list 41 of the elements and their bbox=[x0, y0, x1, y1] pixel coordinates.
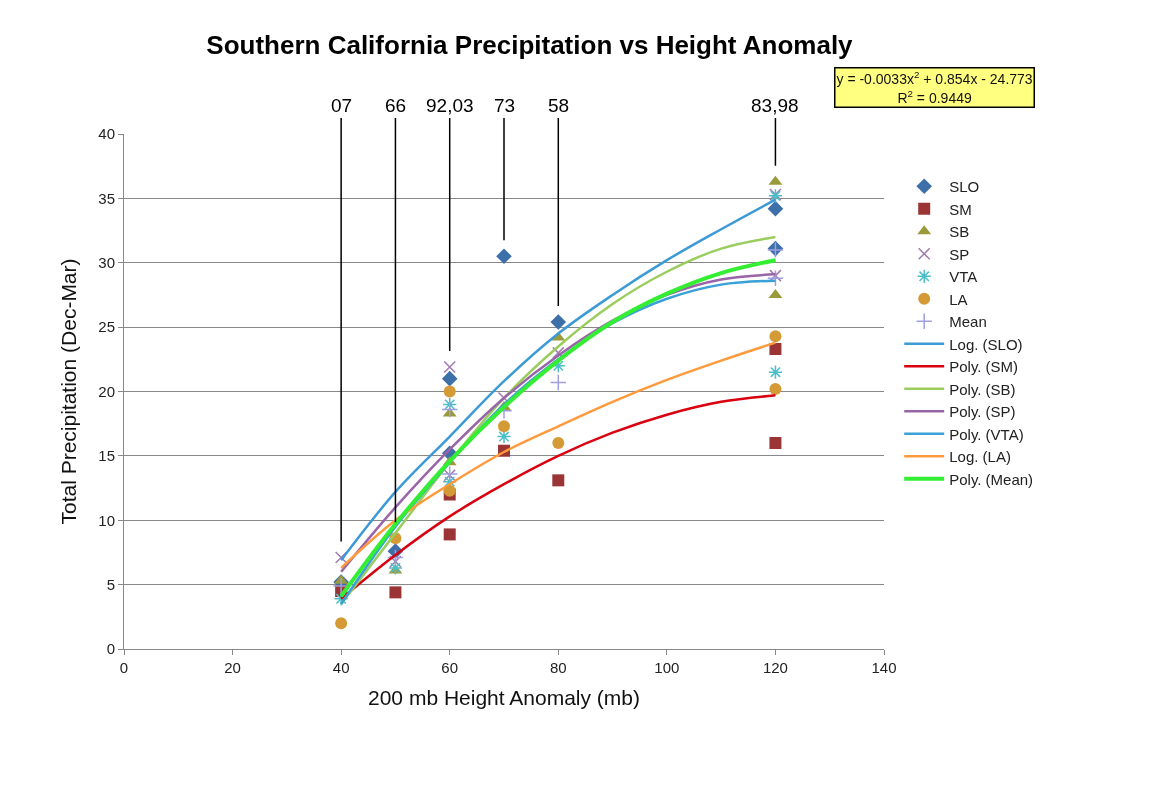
chart-title: Southern California Precipitation vs Height Anomaly bbox=[206, 29, 854, 60]
legend-label: Poly. (Mean) bbox=[949, 470, 1034, 488]
legend-label: VTA bbox=[949, 268, 978, 286]
y-tick-label: 10 bbox=[98, 511, 115, 529]
legend-label: Poly. (SP) bbox=[949, 403, 1016, 421]
legend-label: SM bbox=[949, 200, 972, 218]
text: y = -0.0033x$^{2}$ + 0.854x - 24.773 R$^{2}$ = 0.9449 bbox=[836, 69, 1033, 106]
x-tick-label: 80 bbox=[549, 659, 567, 676]
y-axis-title: Total Precipitation (Dec-Mar) bbox=[57, 258, 81, 525]
x-tick-label: 100 bbox=[654, 659, 680, 676]
legend-label: SP bbox=[949, 245, 970, 263]
y-tick-label: 40 bbox=[98, 125, 115, 143]
legend-label: SB bbox=[949, 223, 970, 241]
x-tick-label: 120 bbox=[762, 659, 788, 676]
y-tick-label: 20 bbox=[98, 382, 115, 400]
x-axis-title: 200 mb Height Anomaly (mb) bbox=[368, 686, 640, 710]
annotation: 73 bbox=[494, 95, 516, 116]
annotation: 83,98 bbox=[751, 95, 799, 116]
y-tick-label: 30 bbox=[98, 254, 115, 271]
legend-label: Log. (SLO) bbox=[949, 335, 1023, 353]
legend-label: Poly. (SM) bbox=[949, 358, 1019, 376]
annotation: 66 bbox=[385, 95, 407, 116]
x-tick-label: 40 bbox=[332, 659, 350, 676]
x-tick-label: 140 bbox=[871, 659, 897, 676]
legend-label: Log. (LA) bbox=[949, 448, 1011, 466]
y-tick-label: 0 bbox=[106, 640, 115, 658]
legend-label: Poly. (VTA) bbox=[949, 425, 1024, 443]
legend-label: LA bbox=[949, 290, 968, 308]
x-tick-label: 0 bbox=[119, 659, 129, 676]
annotation: 58 bbox=[548, 95, 570, 116]
annotation: 92,03 bbox=[426, 95, 474, 116]
y-tick-label: 25 bbox=[98, 318, 115, 336]
y-tick-label: 15 bbox=[98, 447, 115, 465]
legend-label: SLO bbox=[949, 178, 980, 196]
legend-label: Mean bbox=[949, 313, 987, 331]
x-tick-label: 60 bbox=[441, 659, 459, 676]
x-tick-label: 20 bbox=[224, 659, 241, 676]
y-tick-label: 35 bbox=[98, 189, 115, 207]
annotation: 07 bbox=[331, 95, 353, 116]
y-tick-label: 5 bbox=[106, 575, 115, 593]
legend-label: Poly. (SB) bbox=[949, 380, 1016, 398]
